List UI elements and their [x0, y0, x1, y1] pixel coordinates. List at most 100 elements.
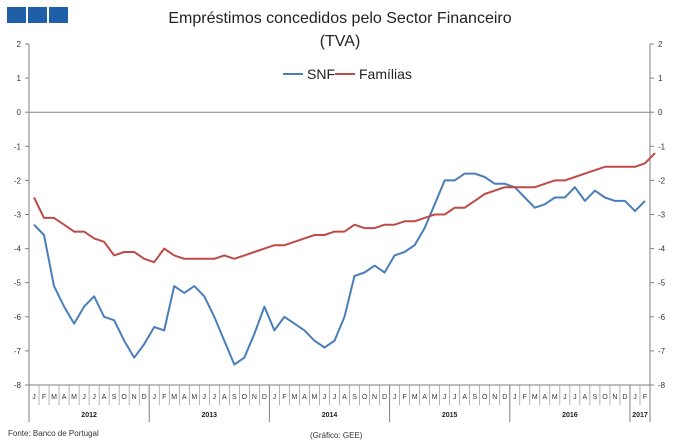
y-tick-label-left: -1 [14, 142, 22, 151]
x-month-label: J [323, 394, 327, 401]
x-month-label: D [142, 394, 147, 401]
x-month-label: S [232, 394, 237, 401]
y-tick-label-right: -1 [658, 142, 666, 151]
x-month-label: M [552, 394, 558, 401]
legend-label-familias: Famílias [359, 66, 412, 82]
x-month-label: A [583, 394, 588, 401]
x-year-label: 2017 [632, 412, 648, 419]
x-month-label: A [222, 394, 227, 401]
logo-block-1 [7, 7, 26, 23]
x-month-label: J [333, 394, 337, 401]
x-month-label: A [302, 394, 307, 401]
x-month-label: O [121, 394, 127, 401]
x-month-label: S [472, 394, 477, 401]
x-month-label: J [32, 394, 36, 401]
x-month-label: J [203, 394, 207, 401]
x-month-label: O [362, 394, 368, 401]
y-tick-label-right: 0 [658, 108, 663, 117]
x-month-label: J [92, 394, 96, 401]
chart-subtitle: (TVA) [319, 33, 361, 50]
x-month-label: N [492, 394, 497, 401]
series-line-snf [33, 172, 646, 366]
x-month-label: N [132, 394, 137, 401]
x-year-label: 2014 [322, 412, 338, 419]
x-month-label: M [51, 394, 57, 401]
x-month-label: J [273, 394, 277, 401]
x-month-label: D [502, 394, 507, 401]
x-month-label: A [342, 394, 347, 401]
x-month-label: N [612, 394, 617, 401]
x-month-label: F [643, 394, 647, 401]
x-month-label: M [412, 394, 418, 401]
x-year-label: 2016 [562, 412, 578, 419]
y-tick-label-left: -2 [14, 176, 22, 185]
x-month-label: S [593, 394, 598, 401]
x-month-label: J [573, 394, 577, 401]
x-month-label: M [432, 394, 438, 401]
x-month-label: M [312, 394, 318, 401]
x-year-label: 2012 [81, 412, 97, 419]
x-month-label: O [482, 394, 488, 401]
credit-note: (Gráfico: GEE) [310, 431, 363, 440]
y-tick-label-right: 1 [658, 74, 663, 83]
y-tick-label-left: -3 [14, 211, 22, 220]
y-tick-label-right: -2 [658, 176, 666, 185]
y-tick-label-right: -6 [658, 313, 666, 322]
x-month-label: J [82, 394, 86, 401]
x-month-label: J [393, 394, 397, 401]
x-month-label: M [71, 394, 77, 401]
x-month-label: A [102, 394, 107, 401]
y-tick-label-right: -8 [658, 381, 666, 390]
x-month-label: A [462, 394, 467, 401]
x-month-label: D [622, 394, 627, 401]
x-month-label: D [382, 394, 387, 401]
x-month-label: F [42, 394, 46, 401]
y-tick-label-left: -6 [14, 313, 22, 322]
y-tick-label-left: -7 [14, 347, 22, 356]
x-month-label: O [602, 394, 608, 401]
x-month-label: N [372, 394, 377, 401]
y-tick-label-right: -5 [658, 279, 666, 288]
y-tick-label-left: 2 [17, 40, 22, 49]
x-month-label: J [443, 394, 447, 401]
x-month-label: M [292, 394, 298, 401]
x-month-label: S [352, 394, 357, 401]
logo-block-2 [28, 7, 47, 23]
x-month-label: F [523, 394, 527, 401]
x-month-label: N [252, 394, 257, 401]
x-month-label: M [191, 394, 197, 401]
x-month-label: D [262, 394, 267, 401]
x-month-label: J [513, 394, 517, 401]
y-tick-label-left: -8 [14, 381, 22, 390]
x-month-label: S [112, 394, 117, 401]
x-month-label: J [453, 394, 457, 401]
chart-title: Empréstimos concedidos pelo Sector Finan… [168, 10, 512, 27]
y-tick-label-left: 1 [17, 74, 22, 83]
y-tick-label-left: 0 [17, 108, 22, 117]
series-line-familias [33, 152, 656, 264]
y-tick-label-right: -4 [658, 245, 666, 254]
legend-label-snf: SNF [307, 66, 335, 82]
x-month-label: A [422, 394, 427, 401]
x-month-label: M [532, 394, 538, 401]
x-month-label: J [213, 394, 217, 401]
x-month-label: A [62, 394, 67, 401]
y-tick-label-left: -4 [14, 245, 22, 254]
y-tick-label-right: -7 [658, 347, 666, 356]
y-tick-label-right: 2 [658, 40, 663, 49]
x-month-label: J [633, 394, 637, 401]
y-tick-label-right: -3 [658, 211, 666, 220]
x-month-label: F [162, 394, 166, 401]
x-month-label: F [282, 394, 286, 401]
x-month-label: J [152, 394, 156, 401]
x-month-label: A [182, 394, 187, 401]
x-month-label: A [542, 394, 547, 401]
source-note: Fonte: Banco de Portugal [8, 429, 99, 438]
x-year-label: 2013 [202, 412, 218, 419]
y-tick-label-left: -5 [14, 279, 22, 288]
x-month-label: O [242, 394, 248, 401]
x-month-label: F [402, 394, 406, 401]
x-year-label: 2015 [442, 412, 458, 419]
x-month-label: M [171, 394, 177, 401]
